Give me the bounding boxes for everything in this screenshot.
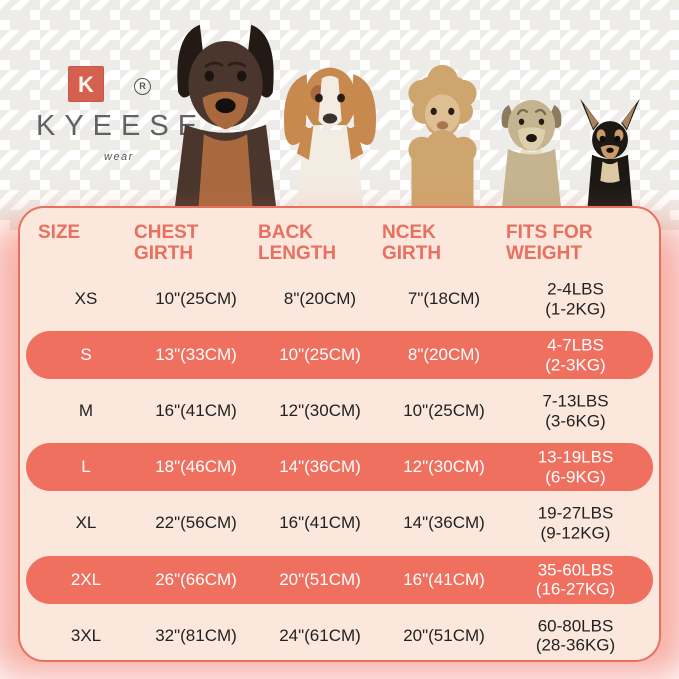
svg-text:K: K: [78, 72, 94, 97]
